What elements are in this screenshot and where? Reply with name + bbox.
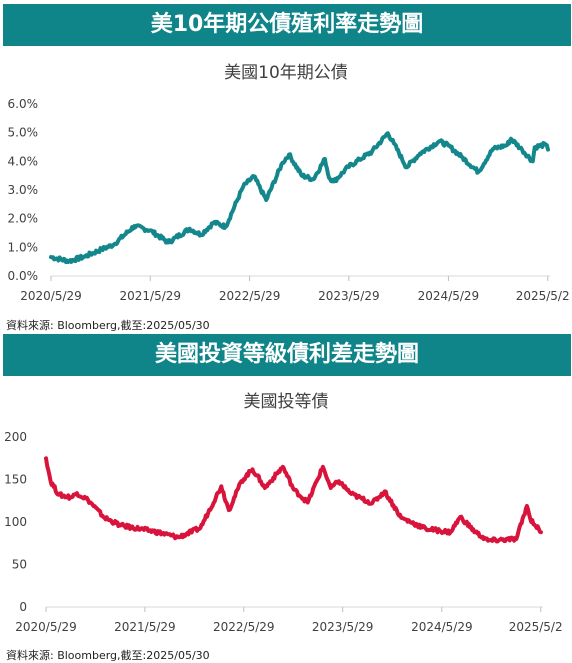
spread-y-tick-label: 200 <box>4 430 27 444</box>
spread-x-tick-label: 2022/5/29 <box>213 620 275 634</box>
spread-y-tick-label: 100 <box>4 515 27 529</box>
yield-line-chart: 0.0% 1.0% 2.0% 3.0% 4.0% 5.0% 6.0% 2020/5/29 20… <box>8 97 570 303</box>
spread-x-tick-label: 2025/5/2 <box>509 620 563 634</box>
spread-y-tick-label: 0 <box>19 600 27 614</box>
yield-x-tick-label: 2025/5/2 <box>516 289 570 303</box>
spread-y-tick-label: 150 <box>4 473 27 487</box>
spread-x-tick-label: 2021/5/29 <box>114 620 176 634</box>
yield-y-tick-label: 0.0% <box>8 269 39 283</box>
spread-chart-banner: 美國投資等級債利差走勢圖 <box>3 334 571 376</box>
spread-x-tick-label: 2023/5/29 <box>312 620 374 634</box>
yield-y-tick-label: 3.0% <box>8 183 39 197</box>
yield-y-tick-label: 2.0% <box>8 212 39 226</box>
yield-x-tick-label: 2022/5/29 <box>219 289 281 303</box>
spread-series-line <box>44 456 543 544</box>
yield-source-note: 資料來源: Bloomberg,截至:2025/05/30 <box>6 319 210 332</box>
yield-y-tick-label: 4.0% <box>8 154 39 168</box>
spread-source-note: 資料來源: Bloomberg,截至:2025/05/30 <box>6 649 210 662</box>
yield-x-tick-label: 2023/5/29 <box>318 289 380 303</box>
yield-y-tick-label: 1.0% <box>8 240 39 254</box>
yield-y-tick-label: 6.0% <box>8 97 39 111</box>
yield-series-line <box>49 131 550 265</box>
yield-x-tick-label: 2024/5/29 <box>418 289 480 303</box>
spread-chart-title: 美國投等債 <box>243 392 329 412</box>
yield-x-tick-label: 2020/5/29 <box>20 289 82 303</box>
yield-y-tick-label: 5.0% <box>8 126 39 140</box>
yield-chart-title: 美國10年期公債 <box>224 63 348 83</box>
spread-y-tick-label: 50 <box>12 558 27 572</box>
yield-chart-banner: 美10年期公債殖利率走勢圖 <box>3 4 571 46</box>
spread-x-tick-label: 2024/5/29 <box>411 620 473 634</box>
yield-x-tick-label: 2021/5/29 <box>120 289 182 303</box>
spread-line-chart: 0 50 100 150 200 2020/5/29 2021/5/29 2022/5/29… <box>4 430 563 634</box>
spread-x-tick-label: 2020/5/29 <box>15 620 77 634</box>
